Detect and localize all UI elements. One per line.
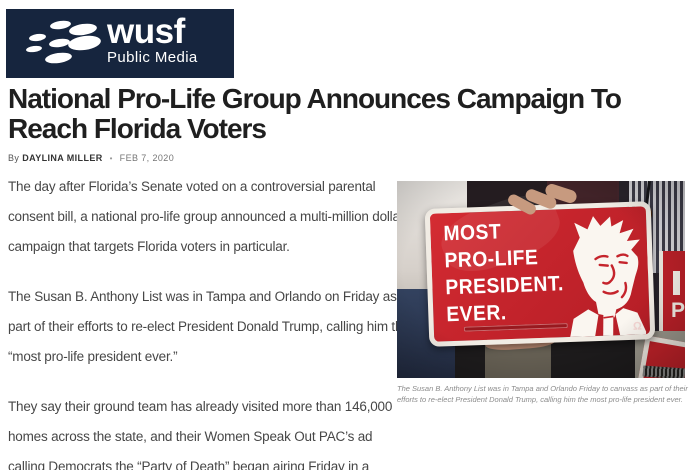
logo-tagline: Public Media [107,49,198,66]
logo-brand: wusf [107,12,185,51]
article-body: The day after Florida’s Senate voted on … [8,172,410,470]
photo-caption: The Susan B. Anthony List was in Tampa a… [397,384,688,404]
byline-prefix: By [8,153,20,163]
byline-separator: • [109,154,113,163]
paragraph-3: They say their ground team has already v… [8,392,410,470]
byline: By DAYLINA MILLER • FEB 7, 2020 [8,153,174,163]
article-media: P MOST PRO-LIFE PRESIDENT. EVER. [397,181,689,405]
second-sign-letter: P [671,299,685,323]
second-sign-letter-fragment [673,271,680,295]
wusf-logo[interactable]: wusf Public Media [6,9,234,78]
article-title: National Pro-Life Group Announces Campai… [8,83,622,144]
wusf-ellipses-icon [6,9,106,78]
article-photo[interactable]: P MOST PRO-LIFE PRESIDENT. EVER. [397,181,685,378]
trump-stencil-icon [570,216,647,337]
logo-text: wusf Public Media [107,12,198,66]
byline-author-link[interactable]: DAYLINA MILLER [22,153,103,163]
pro-life-sign: MOST PRO-LIFE PRESIDENT. EVER. [424,184,656,347]
paragraph-2: The Susan B. Anthony List was in Tampa a… [8,289,410,364]
paragraph-1: The day after Florida’s Senate voted on … [8,179,405,254]
paragraph-3-text: They say their ground team has already v… [8,399,393,470]
photo-vignette [397,181,685,378]
byline-date: FEB 7, 2020 [119,153,175,163]
